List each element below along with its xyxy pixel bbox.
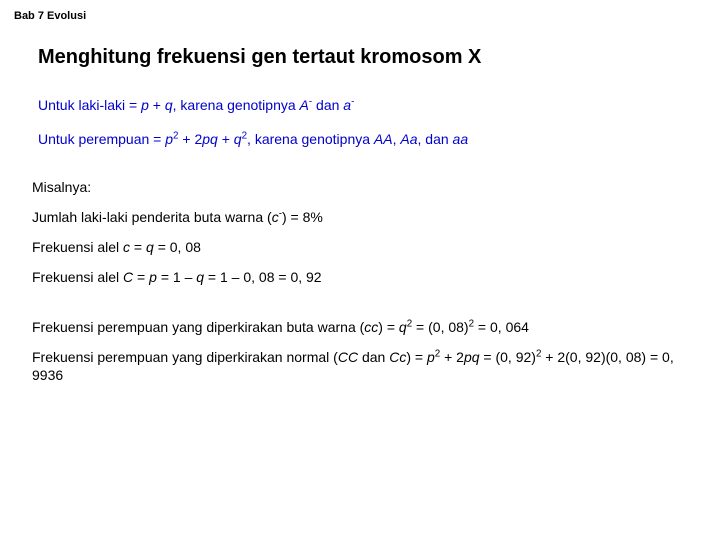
var-p: p <box>165 131 173 147</box>
sup-minus: - <box>351 96 354 107</box>
genotype-cc: cc <box>364 319 378 335</box>
text: dan <box>312 97 343 113</box>
var-p: p <box>427 349 435 365</box>
example-line-freq-c: Frekuensi alel c = q = 0, 08 <box>32 238 201 256</box>
text: , dan <box>418 131 453 147</box>
text: = 1 – 0, 08 = 0, 92 <box>204 269 322 285</box>
example-label: Misalnya: <box>32 178 91 196</box>
formula-male: Untuk laki-laki = p + q, karena genotipn… <box>38 96 354 114</box>
var-p: p <box>141 97 149 113</box>
genotype-A: A <box>300 97 309 113</box>
var-pq: pq <box>202 131 218 147</box>
text: = (0, 92) <box>480 349 536 365</box>
allele-C: C <box>123 269 133 285</box>
var-q: q <box>146 239 154 255</box>
text: = 0, 08 <box>154 239 201 255</box>
var-q: q <box>165 97 173 113</box>
chapter-label: Bab 7 Evolusi <box>14 10 86 22</box>
text: Untuk perempuan = <box>38 131 165 147</box>
genotype-aa: aa <box>453 131 469 147</box>
text: Jumlah laki-laki penderita buta warna ( <box>32 209 272 225</box>
var-q: q <box>399 319 407 335</box>
text: = 0, 064 <box>474 319 529 335</box>
text: ) = <box>406 349 427 365</box>
allele-c: c <box>123 239 130 255</box>
var-q: q <box>196 269 204 285</box>
text: ) = <box>378 319 399 335</box>
text: + 2 <box>440 349 464 365</box>
genotype-Cc: Cc <box>389 349 406 365</box>
text: = <box>130 239 146 255</box>
genotype-CC: CC <box>338 349 358 365</box>
text: = (0, 08) <box>412 319 468 335</box>
text: = 1 – <box>157 269 196 285</box>
text: , karena genotipnya <box>173 97 300 113</box>
text: Frekuensi perempuan yang diperkirakan no… <box>32 349 338 365</box>
genotype-Aa: Aa <box>400 131 417 147</box>
example-line-freq-C: Frekuensi alel C = p = 1 – q = 1 – 0, 08… <box>32 268 322 286</box>
text: = <box>133 269 149 285</box>
var-q: q <box>234 131 242 147</box>
text: Frekuensi alel <box>32 269 123 285</box>
formula-female: Untuk perempuan = p2 + 2pq + q2, karena … <box>38 130 468 148</box>
text: dan <box>358 349 389 365</box>
example-line-female-cc: Frekuensi perempuan yang diperkirakan bu… <box>32 318 529 336</box>
text: Untuk laki-laki = <box>38 97 141 113</box>
text: Frekuensi perempuan yang diperkirakan bu… <box>32 319 364 335</box>
example-line-female-normal: Frekuensi perempuan yang diperkirakan no… <box>32 348 680 384</box>
text: + 2 <box>179 131 203 147</box>
page-title: Menghitung frekuensi gen tertaut kromoso… <box>38 46 481 69</box>
text: + <box>218 131 234 147</box>
example-line-males: Jumlah laki-laki penderita buta warna (c… <box>32 208 323 226</box>
text: , karena genotipnya <box>247 131 374 147</box>
text: + <box>149 97 165 113</box>
text: ) = 8% <box>282 209 323 225</box>
var-pq: pq <box>464 349 480 365</box>
genotype-a: a <box>343 97 351 113</box>
var-p: p <box>149 269 157 285</box>
allele-c: c <box>272 209 279 225</box>
text: Frekuensi alel <box>32 239 123 255</box>
genotype-AA: AA <box>374 131 393 147</box>
